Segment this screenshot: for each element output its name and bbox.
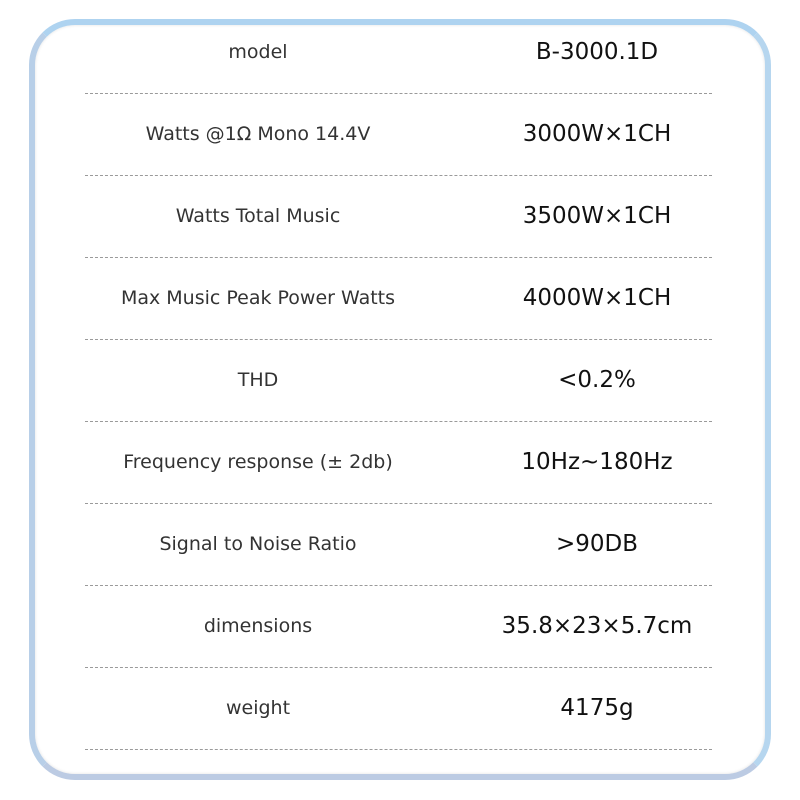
spec-label: Watts @1Ω Mono 14.4V xyxy=(145,123,371,145)
spec-value: B-3000.1D xyxy=(535,39,659,65)
spec-label: model xyxy=(228,41,288,63)
spec-label: Signal to Noise Ratio xyxy=(159,533,357,555)
spec-value: <0.2% xyxy=(558,367,636,393)
spec-label: Max Music Peak Power Watts xyxy=(120,287,396,309)
spec-row: Watts Total Music 3500W×1CH xyxy=(85,175,712,258)
spec-row: weight 4175g xyxy=(85,667,712,750)
spec-row: dimensions 35.8×23×5.7cm xyxy=(85,585,712,668)
spec-row: Frequency response (± 2db) 10Hz~180Hz xyxy=(85,421,712,504)
spec-label: dimensions xyxy=(203,615,313,637)
spec-label: THD xyxy=(237,369,279,391)
spec-row: THD <0.2% xyxy=(85,339,712,422)
spec-label: weight xyxy=(225,697,291,719)
spec-value: 4175g xyxy=(560,695,634,721)
spec-value: 3000W×1CH xyxy=(522,121,672,147)
spec-card-frame xyxy=(29,19,771,780)
spec-row: model B-3000.1D xyxy=(85,11,712,94)
spec-value: 35.8×23×5.7cm xyxy=(501,613,693,639)
spec-value: 4000W×1CH xyxy=(522,285,672,311)
spec-value: >90DB xyxy=(555,531,639,557)
spec-row: Max Music Peak Power Watts 4000W×1CH xyxy=(85,257,712,340)
spec-row: Signal to Noise Ratio >90DB xyxy=(85,503,712,586)
spec-label: Watts Total Music xyxy=(175,205,341,227)
spec-row: Watts @1Ω Mono 14.4V 3000W×1CH xyxy=(85,93,712,176)
spec-value: 3500W×1CH xyxy=(522,203,672,229)
spec-value: 10Hz~180Hz xyxy=(521,449,673,475)
spec-label: Frequency response (± 2db) xyxy=(123,451,393,473)
